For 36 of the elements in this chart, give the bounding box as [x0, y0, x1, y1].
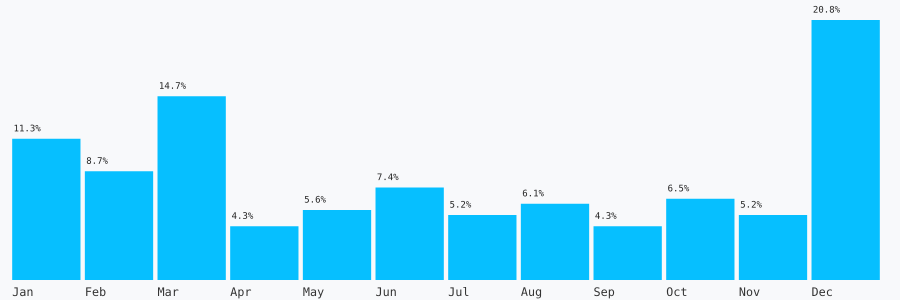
x-tick-label: Apr: [230, 287, 252, 298]
data-label: 7.4%: [378, 173, 398, 180]
x-tick-label: Jun: [376, 287, 396, 296]
x-tick-label: Nov: [740, 287, 760, 296]
x-tick-label: Aug: [521, 287, 542, 298]
data-label: 5.2%: [450, 200, 472, 208]
data-label: 8.7%: [86, 157, 108, 164]
data-label: 6.1%: [522, 190, 544, 196]
x-tick-label: Feb: [86, 287, 106, 296]
data-label: 6.5%: [668, 184, 690, 192]
x-tick-label: May: [303, 287, 324, 298]
bar: [448, 215, 516, 280]
bar: [84, 171, 154, 280]
x-tick-label: Mar: [158, 287, 178, 296]
data-label: 20.8%: [814, 6, 840, 13]
bar: [520, 204, 590, 280]
bar: [230, 226, 298, 280]
x-tick-label: Sep: [594, 287, 614, 298]
data-label: 14.7%: [160, 82, 186, 89]
bar: [302, 210, 372, 280]
x-tick-label: Jul: [448, 286, 468, 296]
data-label: 5.2%: [740, 200, 762, 208]
x-tick-label: Oct: [666, 287, 686, 296]
data-label: 4.3%: [232, 212, 254, 219]
bar: [158, 96, 226, 280]
bar: [738, 215, 808, 280]
x-tick-label: Jan: [12, 287, 32, 296]
bar: [12, 138, 80, 280]
x-tick-label: Dec: [812, 287, 832, 296]
bar: [376, 188, 444, 280]
bar: [594, 226, 662, 280]
bar: [666, 198, 734, 280]
data-label: 4.3%: [595, 212, 616, 219]
data-label: 11.3%: [14, 124, 41, 132]
bar: [812, 20, 880, 280]
data-label: 5.6%: [304, 196, 326, 203]
